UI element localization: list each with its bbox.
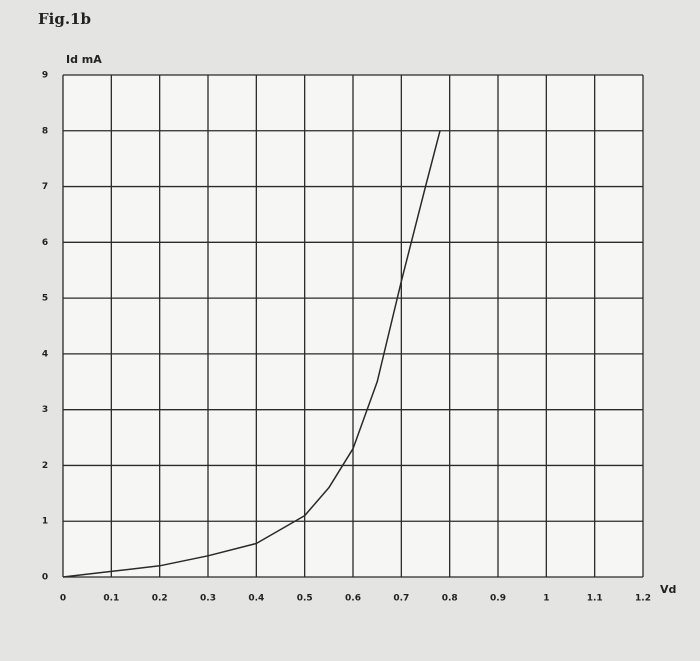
x-tick-label: 0.8	[442, 594, 458, 604]
x-tick-label: 0	[60, 594, 66, 604]
x-tick-label: 0.4	[248, 594, 264, 604]
x-tick-label: 0.1	[103, 594, 119, 604]
y-tick-label: 3	[42, 405, 48, 415]
x-tick-label: 0.2	[152, 594, 168, 604]
x-tick-label: 1.1	[587, 594, 603, 604]
curve	[62, 130, 441, 578]
y-tick-label: 0	[42, 573, 48, 583]
y-tick-label: 6	[42, 238, 48, 248]
chart-title: Fig.1b	[38, 10, 91, 28]
x-axis-label: Vd	[660, 583, 676, 596]
y-tick-label: 1	[42, 517, 48, 527]
x-tick-label: 0.9	[490, 594, 506, 604]
x-tick-label: 1.2	[635, 594, 651, 604]
y-tick-label: 8	[42, 126, 48, 136]
y-tick-label: 5	[42, 294, 48, 304]
y-tick-label: 2	[42, 461, 48, 471]
y-tick-label: 7	[42, 182, 48, 192]
y-axis-label: Id mA	[66, 53, 102, 66]
x-tick-label: 0.6	[345, 594, 361, 604]
y-tick-label: 9	[42, 71, 48, 81]
x-tick-label: 1	[543, 594, 549, 604]
x-tick-label: 0.7	[393, 594, 409, 604]
x-tick-label: 0.3	[200, 594, 216, 604]
x-tick-label: 0.5	[297, 594, 313, 604]
y-tick-label: 4	[42, 349, 48, 359]
